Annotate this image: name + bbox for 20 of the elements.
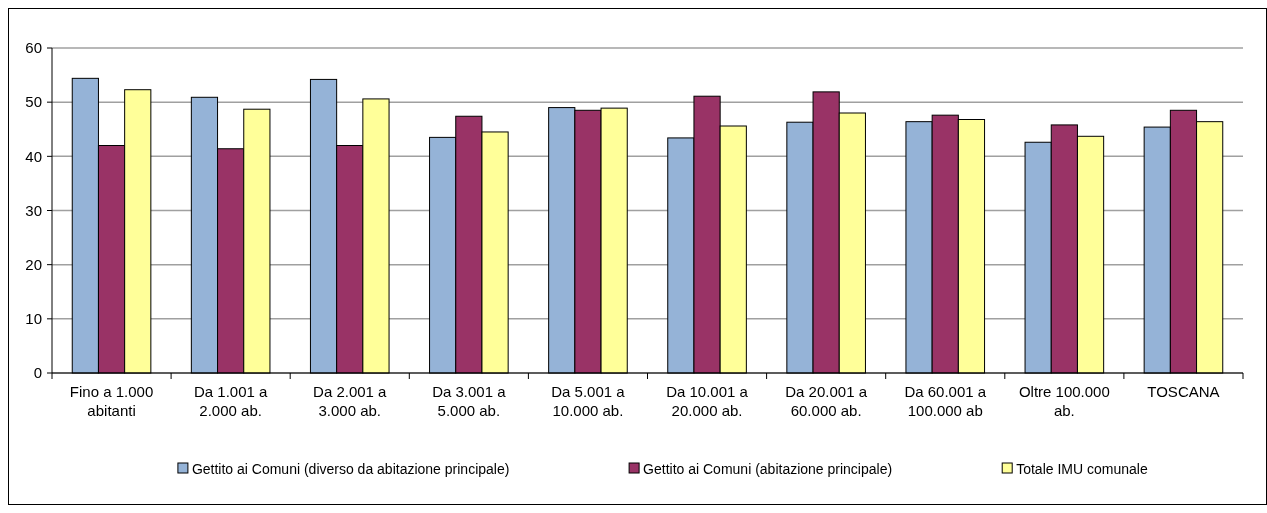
x-tick-label: Da 2.001 a 3.000 ab. [313, 383, 388, 419]
x-tick-label: Fino a 1.000 abitanti [69, 383, 154, 419]
x-tick-label: Da 10.001 a 20.000 ab. [666, 383, 749, 419]
x-tick-label: Da 3.001 a 5.000 ab. [432, 383, 507, 419]
legend-label: Totale IMU comunale [1016, 460, 1148, 477]
y-tick-label: 20 [25, 255, 42, 273]
y-tick-label: 30 [25, 201, 42, 219]
legend-label: Gettito ai Comuni (diverso da abitazione principale) [191, 460, 510, 477]
x-tick-label: TOSCANA [1147, 383, 1220, 400]
y-tick-label: 50 [25, 93, 42, 111]
y-tick-label: 10 [25, 310, 42, 328]
y-tick-label: 60 [25, 39, 42, 57]
x-tick-label: Da 20.001 a 60.000 ab. [785, 383, 868, 419]
y-tick-label: 40 [25, 147, 42, 165]
x-tick-label: Da 1.001 a 2.000 ab. [193, 383, 268, 419]
x-tick-label: Da 60.001 a 100.000 ab [904, 383, 987, 419]
x-tick-label: Da 5.001 a 10.000 ab. [551, 383, 626, 419]
y-tick-label: 0 [33, 364, 42, 382]
legend-label: Gettito ai Comuni (abitazione principale) [643, 460, 893, 477]
x-tick-label: Oltre 100.000 ab. [1018, 383, 1110, 419]
